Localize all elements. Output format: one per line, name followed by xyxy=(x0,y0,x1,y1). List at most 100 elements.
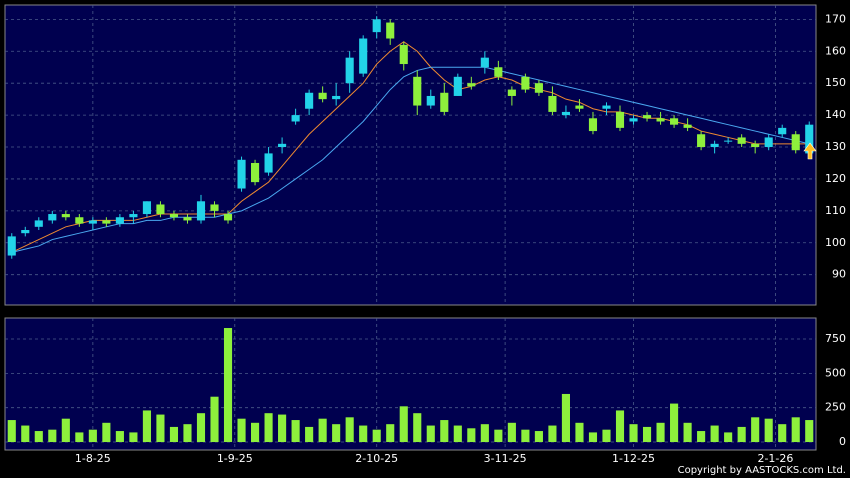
candle-body xyxy=(7,236,16,256)
volume-bar xyxy=(683,422,692,443)
volume-bar xyxy=(588,432,598,443)
candle-body xyxy=(480,57,489,68)
candle-body xyxy=(697,134,706,148)
candle-body xyxy=(710,143,719,148)
candle-body xyxy=(575,105,584,109)
volume-bar xyxy=(183,424,192,443)
candle-body xyxy=(494,67,503,77)
volume-bar xyxy=(345,417,354,443)
candle-body xyxy=(48,214,57,221)
volume-bar xyxy=(386,424,395,443)
volume-bar xyxy=(764,418,773,443)
y-tick-label: 0 xyxy=(839,435,846,448)
y-tick-label: 160 xyxy=(825,44,846,57)
volume-bar xyxy=(21,425,30,443)
volume-bar xyxy=(7,420,16,443)
volume-bar xyxy=(426,425,435,443)
volume-bar xyxy=(251,422,260,443)
volume-bar xyxy=(102,422,111,443)
candle-body xyxy=(724,140,733,142)
volume-bar xyxy=(115,431,124,443)
volume-bar xyxy=(602,429,611,443)
volume-bar xyxy=(413,413,422,443)
volume-bar xyxy=(629,424,638,443)
candle-body xyxy=(142,201,151,215)
volume-bar xyxy=(534,431,543,443)
volume-bar xyxy=(521,429,530,443)
volume-bar xyxy=(642,426,652,443)
y-tick-label: 130 xyxy=(825,140,846,153)
candle-body xyxy=(548,95,557,112)
candle-body xyxy=(237,159,246,189)
volume-bar xyxy=(751,417,760,443)
candle-body xyxy=(413,76,422,106)
volume-bar xyxy=(791,417,800,443)
candle-body xyxy=(778,127,787,135)
candle-body xyxy=(196,201,206,221)
candle-body xyxy=(251,162,260,183)
y-tick-label: 250 xyxy=(825,401,846,414)
y-tick-label: 750 xyxy=(825,332,846,345)
candle-body xyxy=(426,95,435,106)
volume-bar xyxy=(34,431,43,443)
volume-bar xyxy=(453,425,462,443)
plot-area xyxy=(4,317,817,451)
signal-arrow xyxy=(803,142,817,160)
volume-bar xyxy=(480,424,489,443)
x-tick-label: 2-10-25 xyxy=(355,452,398,465)
x-tick-label: 1-12-25 xyxy=(612,452,655,465)
volume-bar xyxy=(291,420,300,443)
candle-body xyxy=(521,76,530,90)
candle-body xyxy=(737,137,746,144)
volume-bar xyxy=(697,431,706,443)
y-tick-label: 500 xyxy=(825,366,846,379)
candle-body xyxy=(440,92,449,112)
volume-bar xyxy=(805,420,814,443)
volume-bar xyxy=(223,328,233,443)
candle-body xyxy=(399,44,408,65)
volume-bar xyxy=(615,410,625,443)
volume-bar xyxy=(278,414,287,443)
candle-body xyxy=(305,92,314,109)
volume-bar xyxy=(264,413,273,443)
candle-body xyxy=(467,83,476,87)
candle-body xyxy=(34,220,43,227)
candle-body xyxy=(332,95,341,100)
volume-bar xyxy=(332,424,341,443)
volume-bar xyxy=(670,403,679,443)
volume-bar xyxy=(237,418,246,443)
volume-bar xyxy=(318,418,327,443)
candle-body xyxy=(534,83,543,93)
volume-bar xyxy=(169,426,179,443)
candle-body xyxy=(507,89,516,96)
volume-bar xyxy=(467,428,476,443)
volume-bar xyxy=(724,432,733,443)
candle-body xyxy=(683,124,692,128)
candle-body xyxy=(223,214,233,221)
candle-body xyxy=(156,204,165,215)
candle-body xyxy=(629,118,638,122)
candle-body xyxy=(129,214,138,218)
volume-bar xyxy=(575,422,584,443)
volume-bar xyxy=(48,429,57,443)
candle-body xyxy=(210,204,219,211)
candle-body xyxy=(102,220,111,224)
volume-bar xyxy=(507,422,516,443)
volume-bar xyxy=(737,426,746,443)
plot-area xyxy=(4,4,817,306)
candle-body xyxy=(386,22,395,39)
volume-bar xyxy=(61,418,70,443)
candle-body xyxy=(615,111,625,128)
x-tick-label: 1-8-25 xyxy=(75,452,111,465)
x-tick-label: 1-9-25 xyxy=(217,452,253,465)
candle-body xyxy=(453,76,462,96)
y-tick-label: 110 xyxy=(825,204,846,217)
candle-body xyxy=(318,92,327,100)
candle-body xyxy=(278,143,287,148)
volume-bar xyxy=(196,413,206,443)
candle-body xyxy=(561,111,570,116)
volume-bar xyxy=(210,396,219,443)
candle-body xyxy=(21,230,30,234)
moving-average xyxy=(11,66,810,253)
y-tick-label: 170 xyxy=(825,12,846,25)
